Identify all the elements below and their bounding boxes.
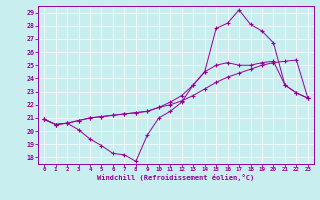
X-axis label: Windchill (Refroidissement éolien,°C): Windchill (Refroidissement éolien,°C) — [97, 174, 255, 181]
